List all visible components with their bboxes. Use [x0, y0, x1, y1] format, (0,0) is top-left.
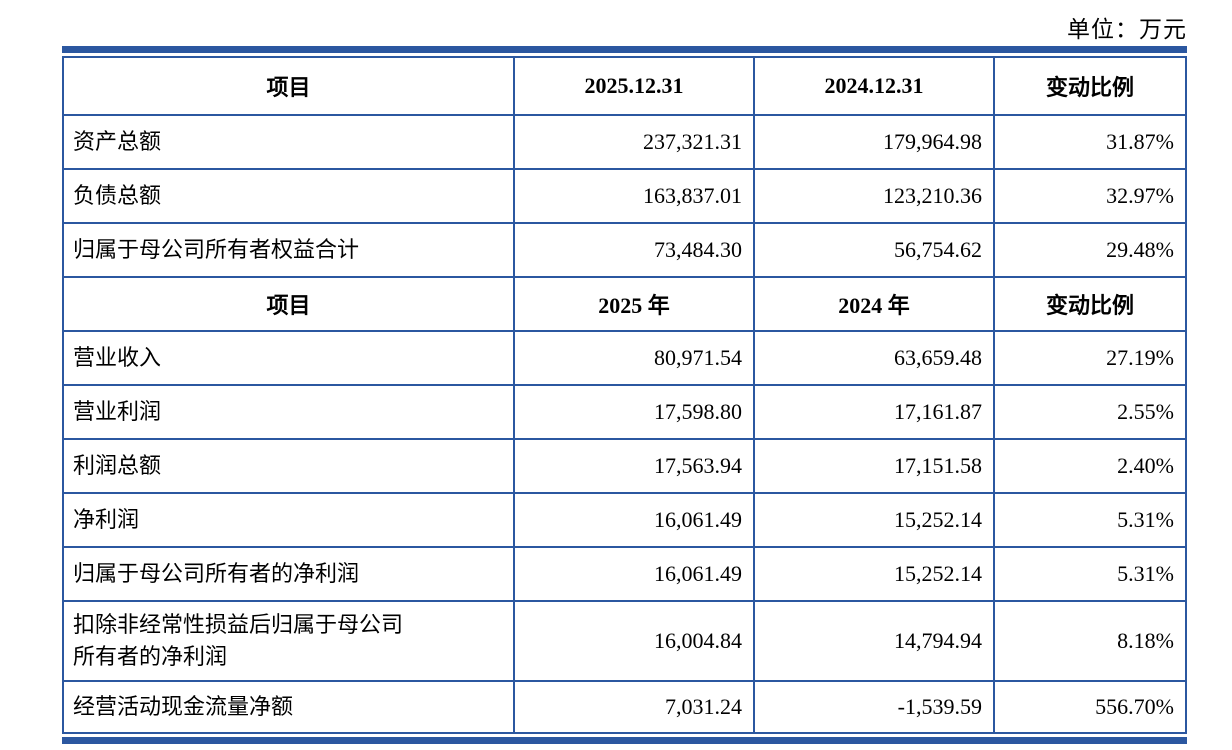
item-cell: 负债总额 — [62, 168, 515, 224]
change-cell: 32.97% — [993, 168, 1187, 224]
change-cell: 2.55% — [993, 384, 1187, 440]
change-cell: 5.31% — [993, 546, 1187, 602]
change-cell: 8.18% — [993, 600, 1187, 682]
item-cell: 经营活动现金流量净额 — [62, 680, 515, 734]
value-2025-cell: 16,004.84 — [513, 600, 755, 682]
change-cell: 29.48% — [993, 222, 1187, 278]
value-2025-cell: 237,321.31 — [513, 114, 755, 170]
value-2024-cell: 17,151.58 — [753, 438, 995, 494]
value-2025-cell: 80,971.54 — [513, 330, 755, 386]
item-cell: 资产总额 — [62, 114, 515, 170]
value-2024-cell: 123,210.36 — [753, 168, 995, 224]
financial-summary-table: 项目 2025.12.31 2024.12.31 变动比例 资产总额 237,3… — [62, 56, 1187, 734]
value-2024-cell: 56,754.62 — [753, 222, 995, 278]
change-cell: 5.31% — [993, 492, 1187, 548]
column-header-2025-year: 2025 年 — [513, 276, 755, 332]
table-row-parent-net-profit: 归属于母公司所有者的净利润 16,061.49 15,252.14 5.31% — [62, 546, 1187, 602]
income-header-row: 项目 2025 年 2024 年 变动比例 — [62, 276, 1187, 332]
value-2025-cell: 73,484.30 — [513, 222, 755, 278]
value-2025-cell: 7,031.24 — [513, 680, 755, 734]
column-header-change: 变动比例 — [993, 276, 1187, 332]
value-2024-cell: -1,539.59 — [753, 680, 995, 734]
column-header-2024-date: 2024.12.31 — [753, 56, 995, 116]
column-header-2025-date: 2025.12.31 — [513, 56, 755, 116]
column-header-item: 项目 — [62, 56, 515, 116]
item-cell: 扣除非经常性损益后归属于母公司 所有者的净利润 — [62, 600, 515, 682]
change-cell: 27.19% — [993, 330, 1187, 386]
item-cell: 净利润 — [62, 492, 515, 548]
table-row-revenue: 营业收入 80,971.54 63,659.48 27.19% — [62, 330, 1187, 386]
unit-label: 单位：万元 — [1067, 17, 1187, 42]
table-row-total-assets: 资产总额 237,321.31 179,964.98 31.87% — [62, 114, 1187, 170]
value-2024-cell: 14,794.94 — [753, 600, 995, 682]
table-row-operating-cash-flow: 经营活动现金流量净额 7,031.24 -1,539.59 556.70% — [62, 680, 1187, 734]
change-cell: 2.40% — [993, 438, 1187, 494]
column-header-item: 项目 — [62, 276, 515, 332]
value-2024-cell: 63,659.48 — [753, 330, 995, 386]
change-cell: 31.87% — [993, 114, 1187, 170]
value-2025-cell: 17,563.94 — [513, 438, 755, 494]
column-header-2024-year: 2024 年 — [753, 276, 995, 332]
balance-header-row: 项目 2025.12.31 2024.12.31 变动比例 — [62, 56, 1187, 116]
item-cell: 归属于母公司所有者权益合计 — [62, 222, 515, 278]
table-row-net-profit: 净利润 16,061.49 15,252.14 5.31% — [62, 492, 1187, 548]
value-2025-cell: 16,061.49 — [513, 492, 755, 548]
item-cell: 营业收入 — [62, 330, 515, 386]
financial-table-border: 项目 2025.12.31 2024.12.31 变动比例 资产总额 237,3… — [62, 46, 1187, 744]
value-2025-cell: 17,598.80 — [513, 384, 755, 440]
value-2024-cell: 179,964.98 — [753, 114, 995, 170]
table-row-parent-equity: 归属于母公司所有者权益合计 73,484.30 56,754.62 29.48% — [62, 222, 1187, 278]
table-row-deducted-net-profit: 扣除非经常性损益后归属于母公司 所有者的净利润 16,004.84 14,794… — [62, 600, 1187, 682]
value-2025-cell: 16,061.49 — [513, 546, 755, 602]
column-header-change: 变动比例 — [993, 56, 1187, 116]
item-cell: 利润总额 — [62, 438, 515, 494]
value-2024-cell: 17,161.87 — [753, 384, 995, 440]
item-cell: 归属于母公司所有者的净利润 — [62, 546, 515, 602]
value-2024-cell: 15,252.14 — [753, 546, 995, 602]
item-cell: 营业利润 — [62, 384, 515, 440]
table-row-operating-profit: 营业利润 17,598.80 17,161.87 2.55% — [62, 384, 1187, 440]
value-2024-cell: 15,252.14 — [753, 492, 995, 548]
change-cell: 556.70% — [993, 680, 1187, 734]
table-row-total-liabilities: 负债总额 163,837.01 123,210.36 32.97% — [62, 168, 1187, 224]
table-row-total-profit: 利润总额 17,563.94 17,151.58 2.40% — [62, 438, 1187, 494]
value-2025-cell: 163,837.01 — [513, 168, 755, 224]
